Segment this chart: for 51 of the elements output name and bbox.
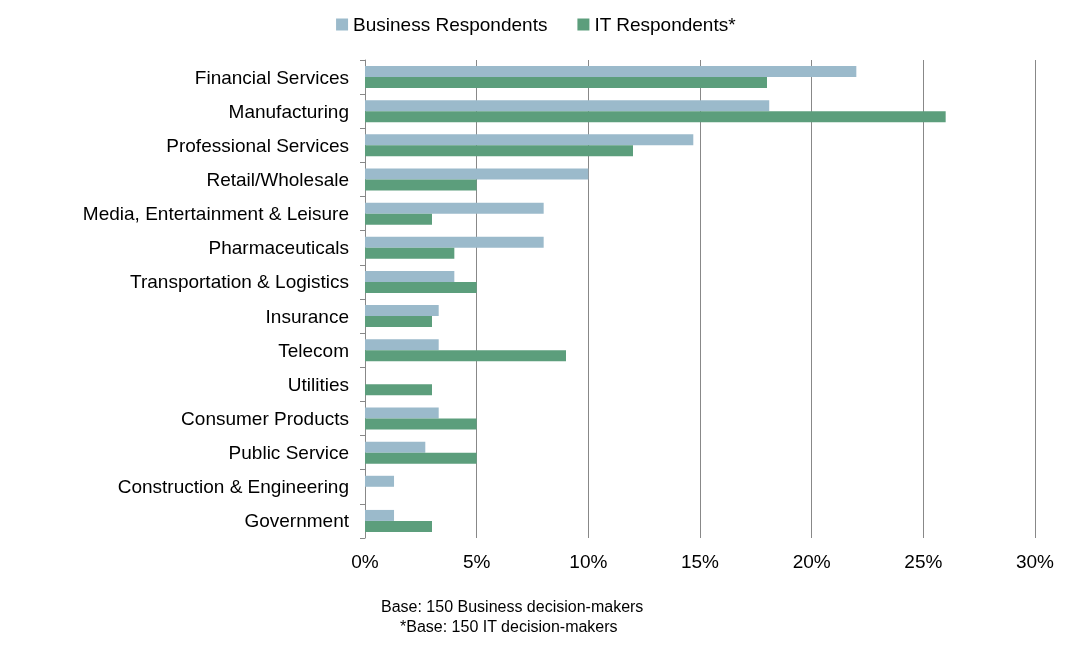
bar (365, 145, 633, 157)
y-tick-label: Media, Entertainment & Leisure (82, 203, 349, 225)
y-tick-label: Utilities (287, 373, 349, 395)
bar (365, 77, 767, 89)
y-tick-label: Government (244, 510, 350, 532)
y-tick-label: Public Service (228, 442, 349, 464)
x-tick-label: 20% (792, 551, 831, 572)
bar (365, 509, 395, 521)
y-tick-label: Insurance (265, 305, 349, 327)
x-tick-label: 0% (351, 551, 379, 572)
bar (365, 100, 770, 112)
x-tick-label: 25% (904, 551, 943, 572)
x-tick-label: 15% (680, 551, 720, 572)
bar (365, 134, 694, 146)
y-tick-label: Consumer Products (181, 408, 349, 429)
y-tick-label: Pharmaceuticals (208, 237, 349, 259)
bar (365, 168, 589, 180)
bar (365, 452, 477, 464)
legend-label: IT Respondents* (594, 14, 737, 35)
x-tick-label: 5% (462, 551, 491, 572)
bar (365, 384, 432, 396)
bar (365, 247, 455, 259)
bar (365, 270, 455, 282)
bar (365, 305, 439, 317)
y-tick-label: Professional Services (166, 134, 349, 156)
x-tick-label: 30% (1015, 551, 1055, 572)
bar (365, 202, 544, 214)
bar (365, 316, 432, 328)
text: *Base: 150 IT decision-makers (400, 617, 618, 635)
bar (365, 66, 857, 78)
bar (365, 281, 477, 293)
bar (365, 441, 426, 453)
bar (365, 418, 477, 430)
bar (365, 111, 946, 123)
bar (365, 475, 395, 487)
bar (365, 520, 432, 532)
bar (365, 350, 566, 362)
x-tick-label: 10% (569, 551, 608, 572)
bar (365, 236, 544, 248)
legend-label: Business Respondents (353, 14, 548, 35)
text: Base: 150 Business decision-makers (381, 597, 644, 615)
y-tick-label: Financial Services (194, 66, 349, 88)
bar (365, 407, 439, 419)
y-tick-label: Telecom (278, 339, 349, 361)
y-tick-label: Manufacturing (228, 100, 349, 122)
y-tick-label: Retail/Wholesale (206, 169, 349, 190)
y-tick-label: Construction & Engineering (117, 476, 349, 498)
bar (365, 339, 439, 351)
y-tick-label: Transportation & Logistics (130, 271, 349, 293)
bar (365, 179, 477, 191)
bar (365, 213, 432, 225)
